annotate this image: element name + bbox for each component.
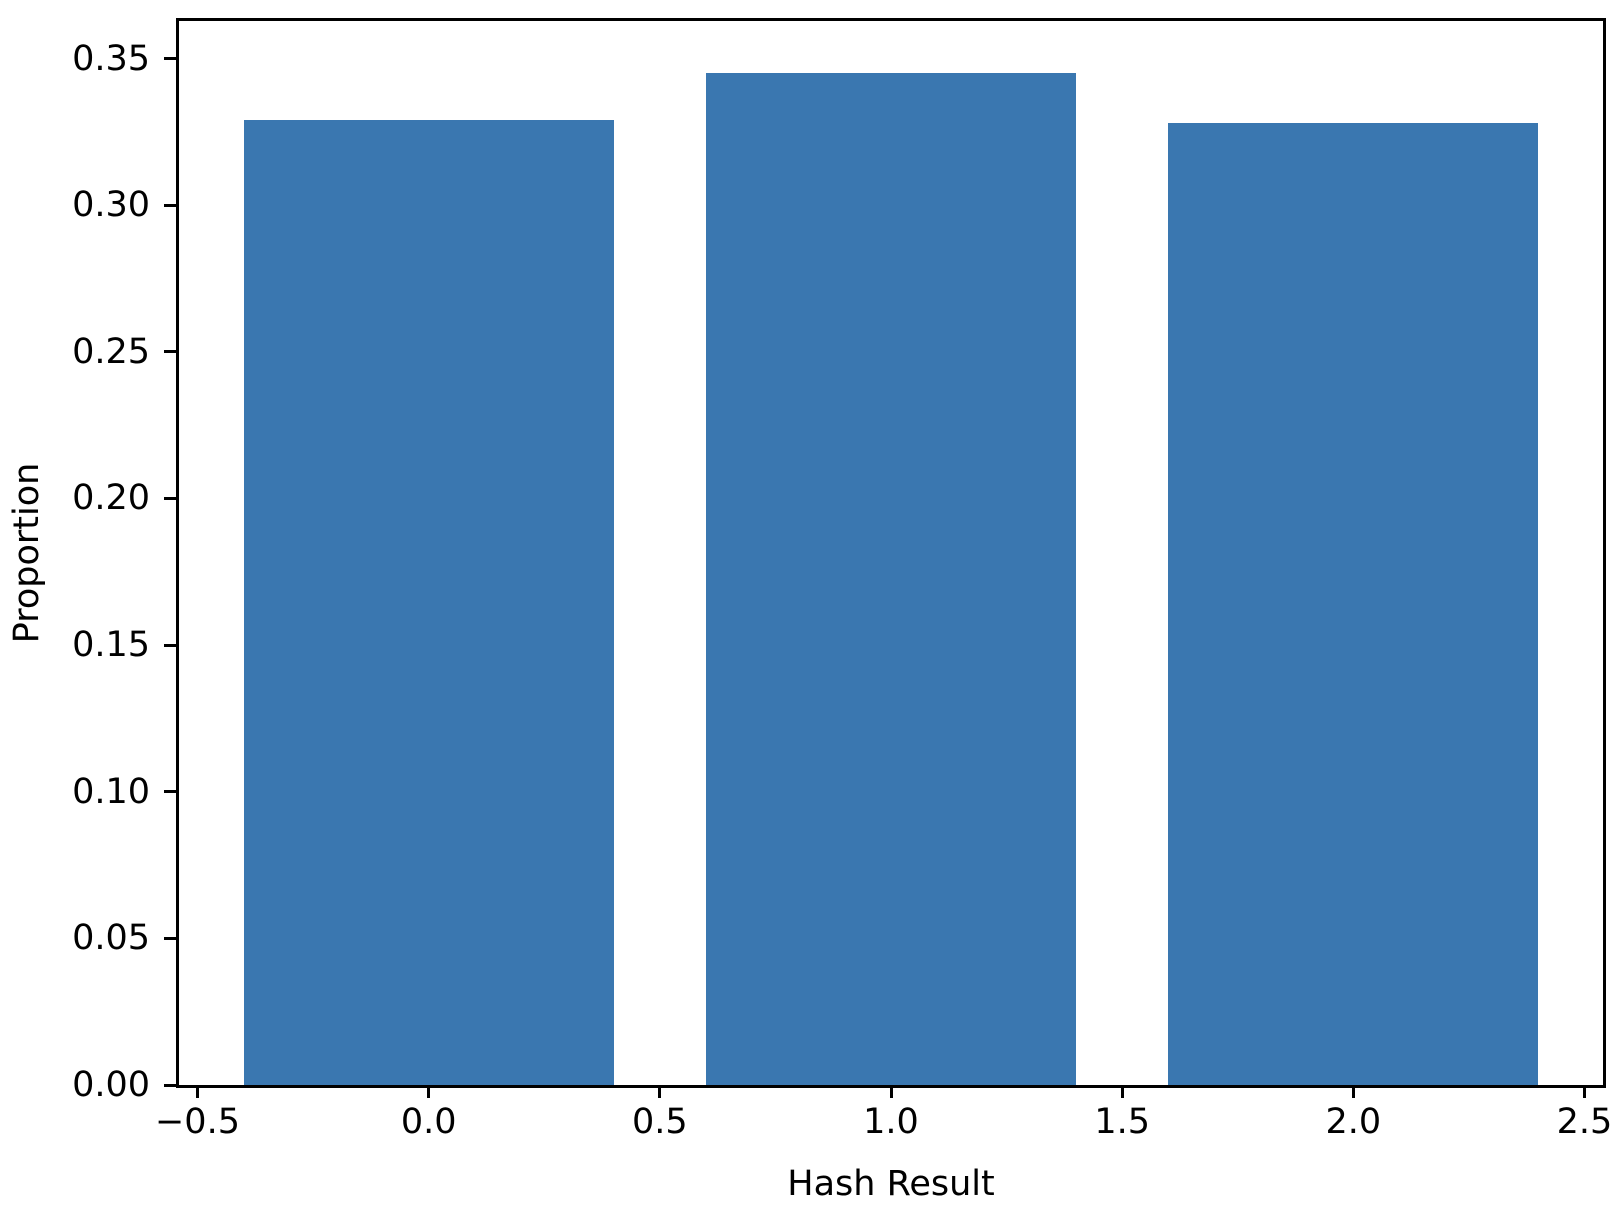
y-axis-label: Proportion <box>7 462 47 644</box>
y-tick-mark <box>164 496 176 500</box>
y-tick-mark <box>164 57 176 61</box>
x-tick-label: −0.5 <box>154 1102 240 1142</box>
x-tick-mark <box>889 1086 893 1098</box>
x-tick-mark <box>1351 1086 1355 1098</box>
x-tick-label: 1.0 <box>863 1102 919 1142</box>
y-tick-label: 0.35 <box>72 38 150 79</box>
y-tick-label: 0.15 <box>72 625 150 666</box>
x-tick-label: 1.5 <box>1094 1102 1150 1142</box>
y-tick-mark <box>164 643 176 647</box>
x-tick-label: 0.5 <box>631 1102 688 1142</box>
y-tick-mark <box>164 203 176 207</box>
y-tick-label: 0.05 <box>72 918 150 959</box>
x-tick-label: 2.5 <box>1556 1102 1613 1142</box>
x-tick-mark <box>658 1086 662 1098</box>
y-tick-label: 0.20 <box>72 478 150 519</box>
bar <box>1168 123 1539 1085</box>
bar <box>243 120 614 1085</box>
y-tick-label: 0.10 <box>72 771 150 812</box>
bar <box>706 73 1076 1085</box>
x-tick-label: 0.0 <box>400 1102 457 1142</box>
y-tick-mark <box>164 790 176 794</box>
x-tick-label: 2.0 <box>1325 1102 1382 1142</box>
y-tick-mark <box>164 936 176 940</box>
y-tick-mark <box>164 350 176 354</box>
x-tick-mark <box>1120 1086 1124 1098</box>
x-tick-mark <box>1583 1086 1586 1098</box>
x-tick-mark <box>427 1086 431 1098</box>
y-tick-label: 0.30 <box>72 185 150 226</box>
y-tick-mark <box>164 1083 176 1087</box>
x-tick-mark <box>195 1086 199 1098</box>
x-axis-label: Hash Result <box>787 1164 995 1204</box>
y-tick-label: 0.00 <box>72 1065 150 1105</box>
y-tick-label: 0.25 <box>72 331 150 372</box>
